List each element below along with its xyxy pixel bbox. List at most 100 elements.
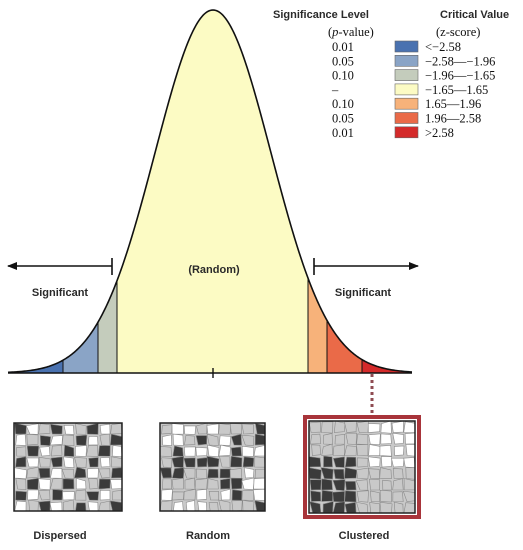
map-tile [52,489,63,501]
legend-swatch [394,69,419,81]
map-tile [26,466,39,479]
legend-zscore: −1.96—−1.65 [425,69,495,83]
map-tile [253,477,266,490]
region-random [117,10,308,373]
map-tile [368,468,380,479]
map-tile [61,434,75,447]
map-tile [112,490,123,501]
map-tile [98,468,111,479]
legend-pvalue: 0.05 [332,112,354,126]
map-tile [88,477,99,490]
map-tile [73,466,87,479]
legend-row: 0.01 <−2.58 [332,40,461,54]
legend-row: 0.01 >2.58 [332,126,454,140]
map-tile [379,489,392,503]
map-tile [196,489,207,501]
map-tile [185,500,196,512]
map-tile [321,421,334,434]
legend-pvalue: 0.10 [332,97,354,111]
legend-swatch [394,40,419,53]
legend-header-critical: Critical Value [440,9,509,21]
map-tile [63,444,75,457]
map-tile [379,467,392,479]
map-tile [171,477,184,490]
map-tile [368,444,381,456]
map-tile [333,420,346,433]
map-tile [403,421,416,433]
legend-pvalue: 0.01 [332,40,354,54]
map-tile [195,468,207,479]
map-tile [195,447,208,457]
map-tile [194,478,208,490]
map-tile [219,455,231,468]
curve-outline [7,9,413,374]
map-tile [220,478,231,490]
map-tile [344,445,357,456]
map-tile [161,478,172,490]
legend-row: 0.10 1.65—1.96 [332,97,481,111]
map-tile [367,456,381,468]
map-tile [392,478,404,491]
map-tile [206,433,219,446]
map-tile [369,502,380,514]
legend-header-significance: Significance Level [273,9,369,21]
region-left-005 [63,322,98,373]
map-random [159,422,266,512]
map-tile [332,444,345,456]
region-right-001 [362,359,412,373]
map-tile [229,423,243,435]
map-tile [323,455,333,468]
map-tile [110,422,123,435]
map-tile [241,489,255,501]
legend-swatch [394,83,419,96]
map-tile [380,420,392,434]
map-tile [98,478,111,490]
map-tile [405,444,416,457]
map-tile [109,500,123,512]
map-tile [38,456,51,468]
map-tile [254,468,266,479]
map-tile [254,433,266,446]
map-tile [403,502,416,514]
map-tile [173,501,184,512]
map-tile [404,432,416,445]
map-tile [28,499,39,512]
random-label: (Random) [188,264,240,276]
map-tile [111,467,123,479]
map-tile [320,467,334,480]
map-tile [207,468,219,479]
map-tile [392,432,404,445]
map-tile [230,455,243,468]
map-tile [241,423,254,435]
legend-pvalue: 0.05 [332,54,354,68]
map-tile [311,444,322,456]
map-tile [14,422,27,435]
map-tile [393,501,404,514]
map-tile [172,445,184,457]
legend-pvalue: – [331,83,339,97]
legend: Significance Level Critical Value (p-val… [273,9,509,140]
map-tile [369,490,380,502]
legend-zscore: 1.65—1.96 [425,97,481,111]
map-tile [344,490,357,503]
map-tile [63,424,75,435]
map-tile [344,467,358,479]
map-tile [184,435,196,446]
map-tile [62,478,75,490]
legend-row: 0.10 −1.96—−1.65 [332,69,495,83]
map-tile [50,445,63,457]
bell-curve [7,9,413,378]
map-tile [405,467,416,480]
map-tile [196,457,208,468]
map-tile [323,433,333,445]
map-tile [230,433,242,446]
legend-swatch [394,54,419,67]
map-tile [26,477,39,490]
map-tile [206,423,219,435]
map-tile [172,433,184,446]
map-tile [159,445,172,457]
map-tile [321,478,333,491]
map-tile [162,434,172,446]
map-tile [99,423,111,435]
region-left-001 [8,360,63,373]
